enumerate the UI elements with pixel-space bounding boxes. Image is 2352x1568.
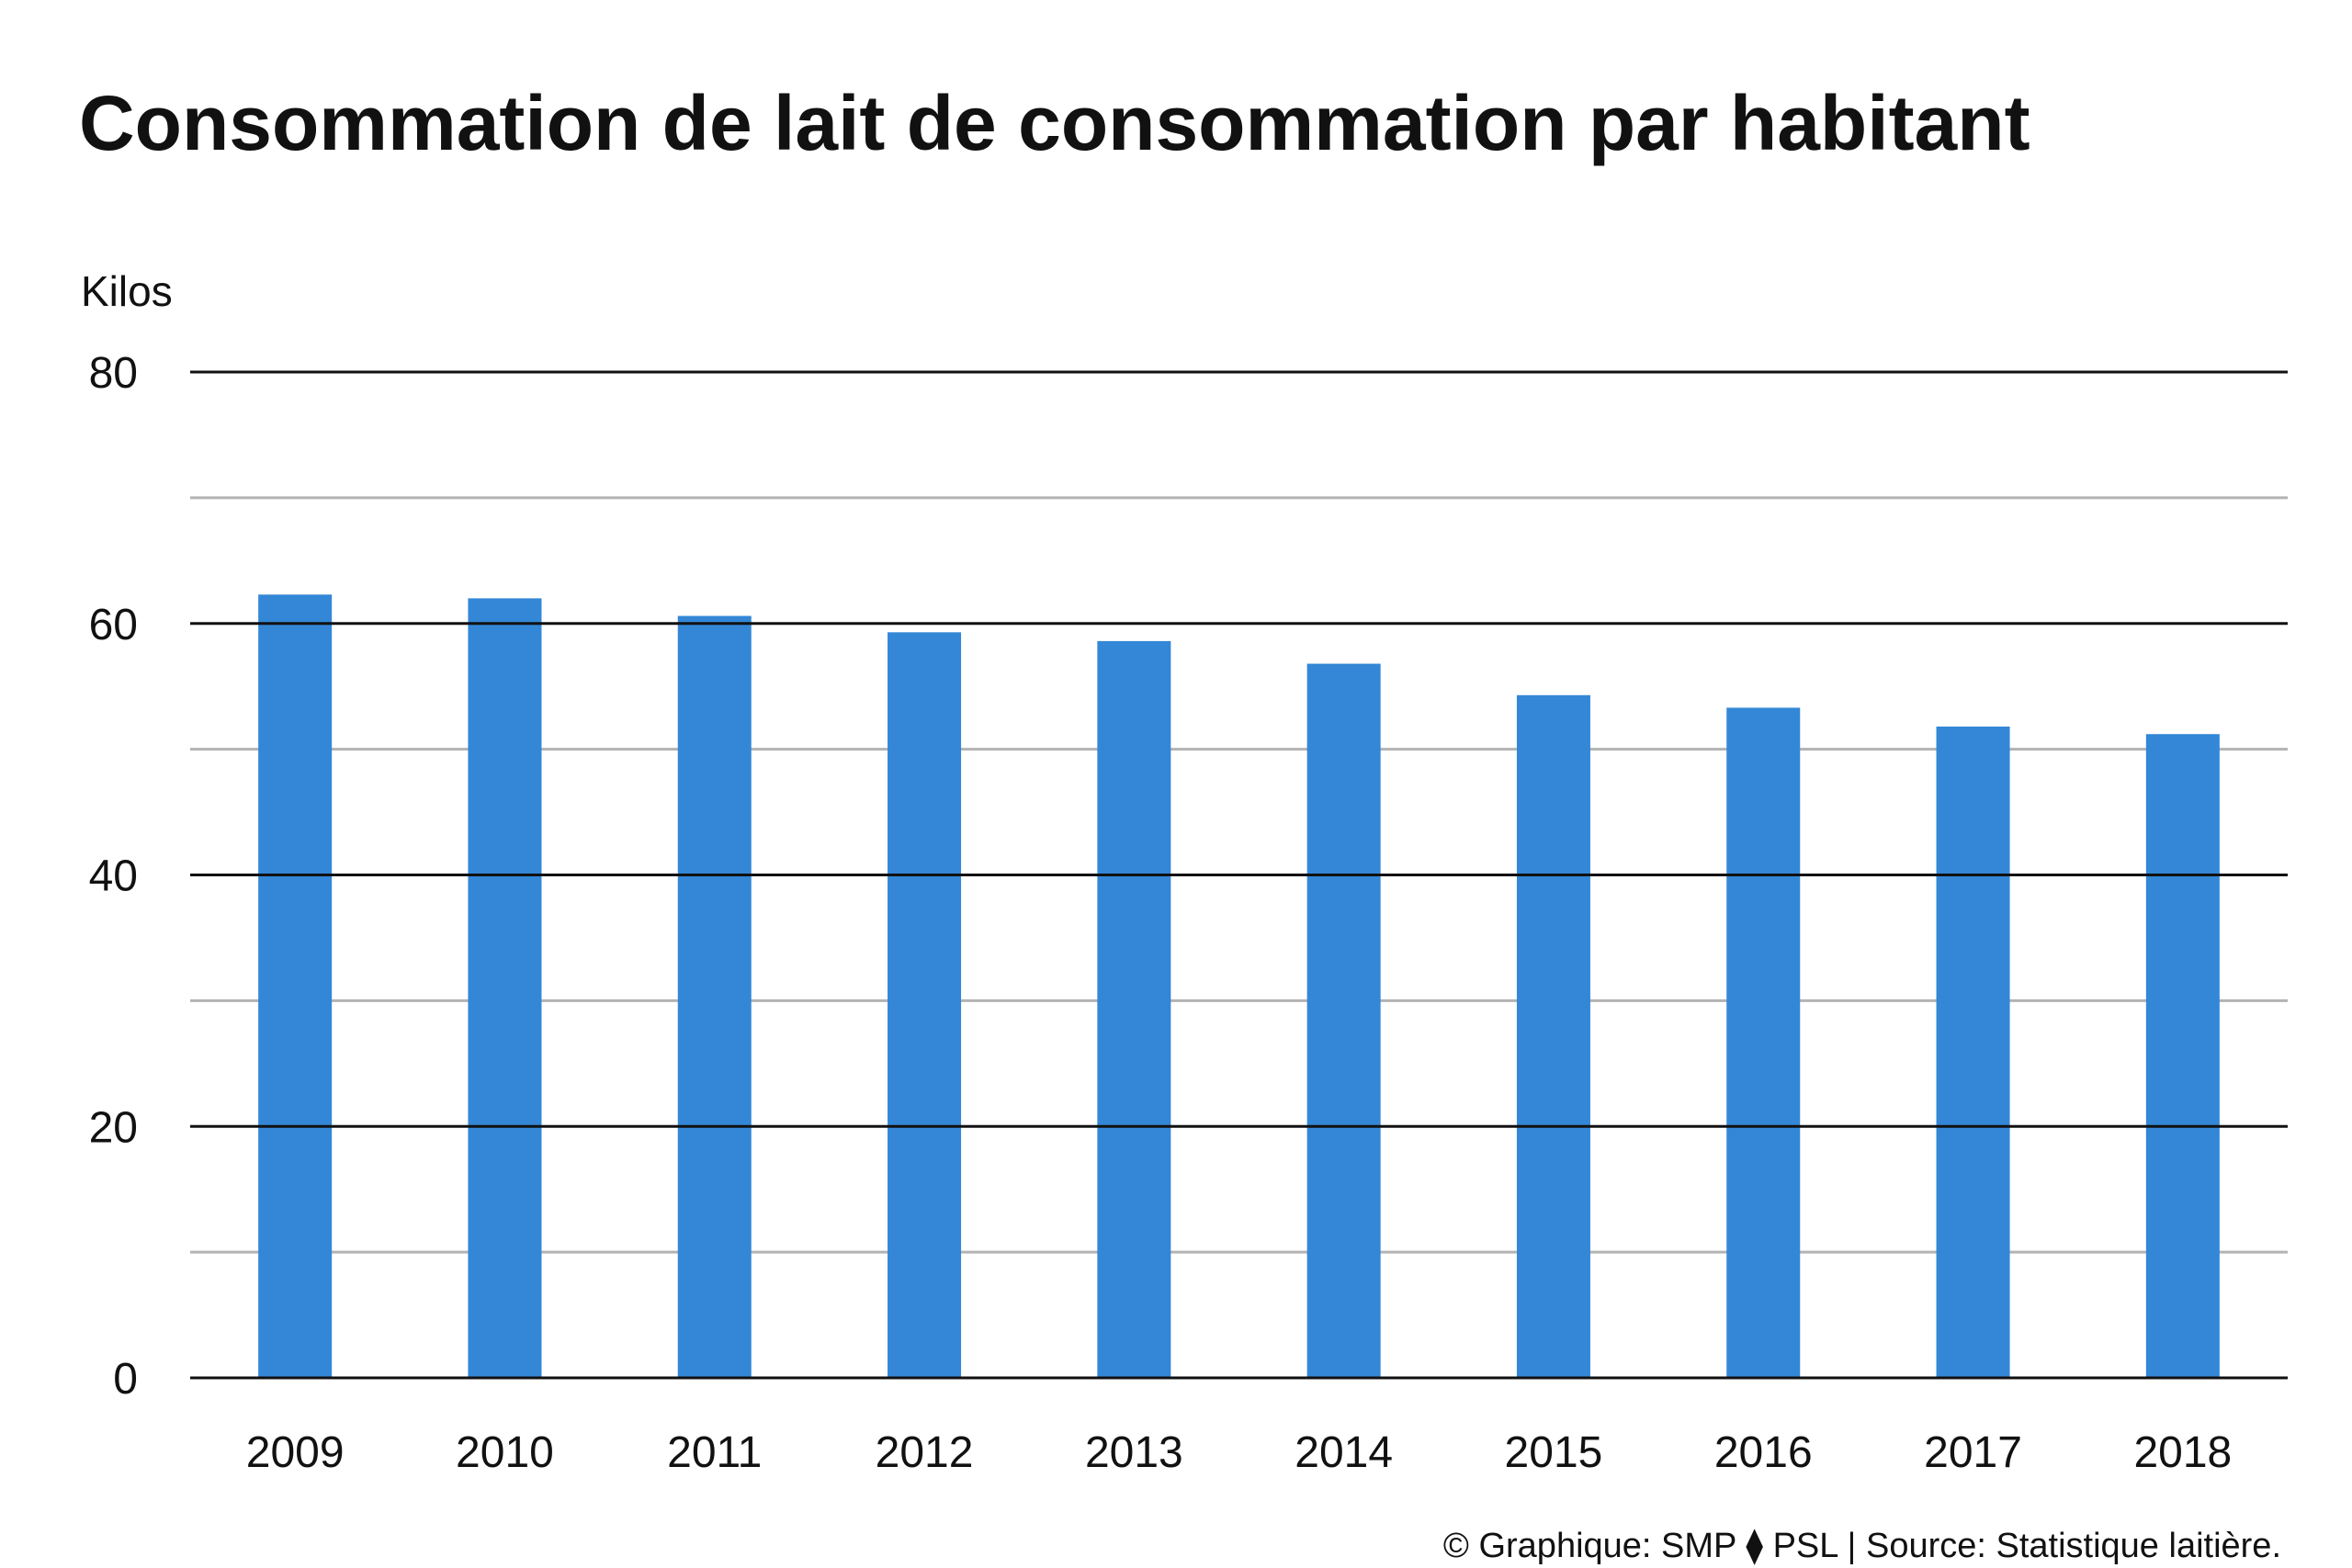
x-tick-label-2016: 2016 xyxy=(1714,1428,1813,1477)
bar-2016 xyxy=(1726,707,1801,1378)
y-tick-label-60: 60 xyxy=(89,601,138,649)
y-axis-unit-label: Kilos xyxy=(81,267,173,315)
x-tick-label-2014: 2014 xyxy=(1295,1428,1393,1477)
x-tick-label-2010: 2010 xyxy=(456,1428,554,1477)
x-tick-label-2015: 2015 xyxy=(1505,1428,1603,1477)
x-tick-label-2018: 2018 xyxy=(2133,1428,2232,1477)
bar-2015 xyxy=(1516,694,1590,1378)
bar-2013 xyxy=(1097,640,1171,1378)
bar-2014 xyxy=(1306,663,1381,1378)
bars xyxy=(258,594,2220,1378)
x-tick-labels: 2009 2010 2011 2012 2013 2014 2015 2016 2017 2018 xyxy=(246,1428,2232,1477)
bar-2010 xyxy=(468,598,542,1378)
chart-title: Consommation de lait de consommation par… xyxy=(79,80,2030,166)
x-tick-label-2013: 2013 xyxy=(1085,1428,1183,1477)
y-tick-label-20: 20 xyxy=(89,1103,138,1152)
y-tick-label-0: 0 xyxy=(113,1355,138,1404)
x-tick-label-2009: 2009 xyxy=(246,1428,345,1477)
bar-2018 xyxy=(2145,734,2220,1378)
y-tick-label-40: 40 xyxy=(89,852,138,901)
x-tick-label-2012: 2012 xyxy=(876,1428,974,1477)
y-tick-labels: 0 20 40 60 80 xyxy=(89,349,2288,1404)
bar-2011 xyxy=(677,615,752,1378)
x-tick-label-2017: 2017 xyxy=(1924,1428,2022,1477)
bar-2012 xyxy=(888,632,962,1378)
x-tick-label-2011: 2011 xyxy=(667,1428,762,1477)
source-credit: © Graphique: SMP ⧫ PSL | Source: Statist… xyxy=(1442,1527,2281,1565)
y-tick-label-80: 80 xyxy=(89,349,138,398)
bar-2009 xyxy=(258,594,333,1378)
bar-2017 xyxy=(1936,726,2010,1378)
